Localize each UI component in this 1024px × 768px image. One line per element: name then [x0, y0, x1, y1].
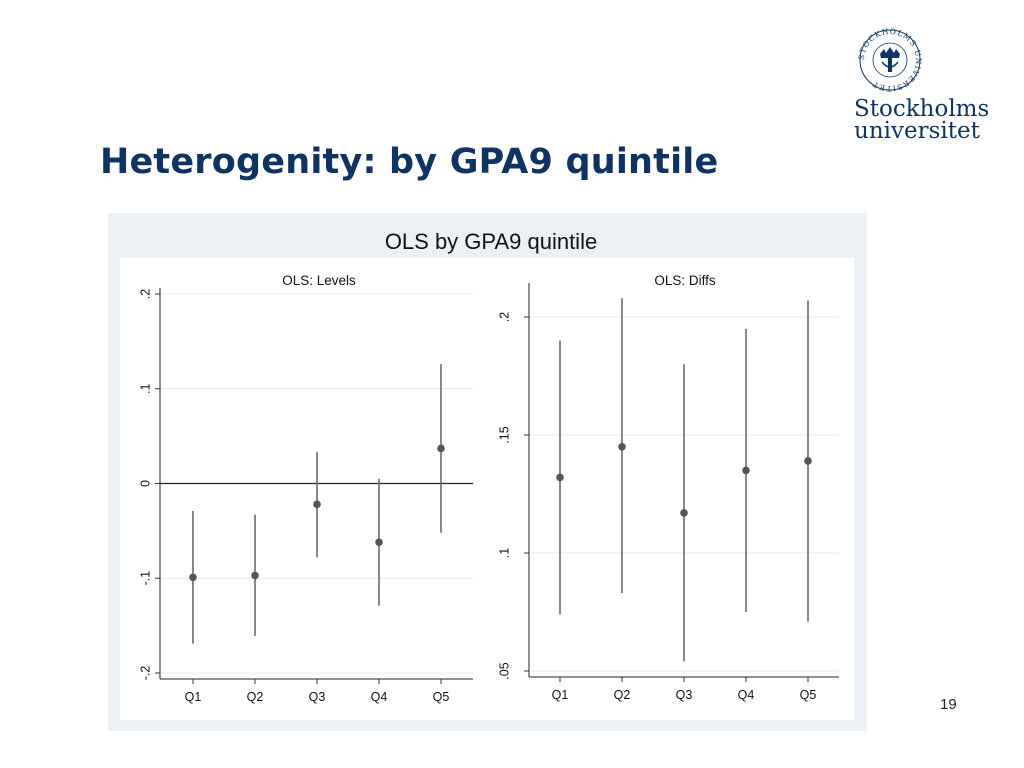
x-tick-label: Q2 — [614, 688, 631, 702]
y-tick-label: .1 — [497, 548, 511, 558]
point-marker — [618, 443, 626, 451]
slide-title: Heterogenity: by GPA9 quintile — [100, 142, 719, 182]
x-tick-label: Q4 — [371, 690, 388, 704]
point-marker — [680, 509, 688, 517]
x-tick-label: Q3 — [676, 688, 693, 702]
chart-canvas: OLS by GPA9 quintile OLS: Levels -.2 -.1 0.… — [120, 229, 854, 720]
chart-figure: OLS by GPA9 quintile OLS: Levels -.2 -.1 0.… — [108, 213, 867, 731]
point-marker — [804, 457, 812, 465]
university-seal-icon: STOCKHOLMS UNIVERSITET — [858, 28, 922, 92]
logo-text-line1: Stockholms — [854, 96, 990, 122]
point-marker — [375, 538, 383, 547]
point-marker — [556, 473, 564, 482]
point-marker — [251, 571, 259, 580]
y-tick-label: -.1 — [138, 571, 152, 586]
x-tick-label: Q5 — [433, 690, 450, 704]
x-tick-label: Q2 — [247, 690, 264, 704]
x-tick-label: Q1 — [552, 688, 569, 702]
y-tick-label: .15 — [497, 426, 511, 443]
plot-region — [120, 258, 854, 720]
page-number: 19 — [940, 696, 957, 713]
panel-title: OLS: Levels — [282, 273, 356, 288]
y-tick-label: .1 — [138, 383, 152, 393]
university-logo: STOCKHOLMS UNIVERSITET Stockholms univer… — [848, 28, 998, 146]
x-tick-label: Q3 — [309, 690, 326, 704]
point-marker — [742, 466, 750, 475]
point-marker — [189, 573, 197, 582]
point-marker — [313, 500, 321, 509]
chart-title: OLS by GPA9 quintile — [385, 229, 597, 254]
y-tick-label: .2 — [497, 312, 511, 322]
y-tick-label: .05 — [497, 662, 511, 679]
panel-title: OLS: Diffs — [654, 273, 716, 288]
point-marker — [437, 444, 445, 453]
x-tick-label: Q5 — [800, 688, 817, 702]
x-tick-label: Q4 — [738, 688, 755, 702]
logo-text-line2: universitet — [854, 118, 980, 144]
y-tick-label: .2 — [138, 289, 152, 299]
x-tick-label: Q1 — [185, 690, 202, 704]
y-tick-label: -.2 — [138, 666, 152, 681]
y-tick-label: 0 — [138, 480, 152, 487]
